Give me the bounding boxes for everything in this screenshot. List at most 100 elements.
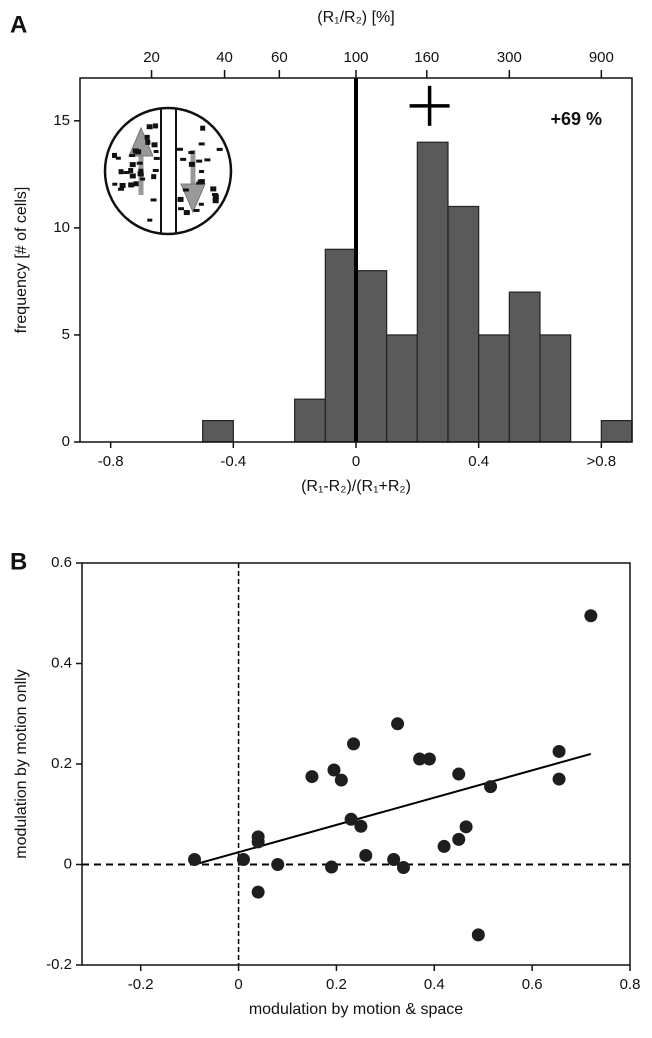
point — [344, 812, 358, 826]
y-tick-label: 0.2 — [51, 755, 72, 772]
inset-dot — [200, 125, 206, 131]
x2-tick-label: 900 — [589, 49, 614, 66]
inset-dot — [204, 158, 211, 162]
point — [484, 780, 498, 794]
bar — [600, 419, 633, 443]
x-tick-label: 0.4 — [424, 976, 445, 993]
inset-dot — [196, 159, 203, 163]
bar — [202, 419, 234, 443]
inset-dot — [147, 218, 153, 222]
x2-axis-title: (R₁/R₂) [%] — [317, 9, 394, 26]
inset-icon — [103, 106, 233, 236]
point — [251, 835, 265, 849]
point — [387, 852, 401, 866]
x-tick-label: 0.6 — [522, 976, 543, 993]
bar — [386, 334, 418, 443]
inset-dot — [212, 198, 219, 204]
point — [552, 744, 566, 758]
point — [437, 839, 451, 853]
panel-label: A — [10, 11, 27, 38]
x2-tick-label: 160 — [414, 49, 439, 66]
point — [452, 832, 466, 846]
point — [452, 767, 466, 781]
inset-dot — [138, 168, 144, 172]
inset-dot — [152, 168, 159, 172]
point — [422, 752, 436, 766]
inset-dot — [216, 147, 223, 151]
inset-dot — [193, 208, 200, 212]
bar — [539, 334, 572, 443]
inset-dot — [212, 192, 219, 196]
inset-dot — [129, 162, 136, 168]
bar — [478, 334, 510, 443]
inset-dot — [129, 154, 136, 158]
inset-dot — [119, 182, 126, 188]
x-tick-label: 0 — [352, 453, 360, 470]
plot-frame — [79, 77, 633, 443]
inset-dot — [128, 182, 135, 188]
inset-dot — [176, 147, 183, 151]
y-tick-label: 5 — [62, 326, 70, 343]
bar — [294, 398, 326, 443]
inset-dot — [180, 157, 187, 161]
inset-dot — [183, 210, 190, 216]
point — [305, 770, 319, 784]
inset-dot — [146, 124, 153, 130]
inset-dot — [199, 169, 205, 173]
inset-dot — [128, 167, 134, 173]
inset-dot — [137, 171, 144, 177]
inset-dot — [178, 207, 185, 211]
point — [347, 737, 361, 751]
point — [413, 752, 427, 766]
y-axis-title: frequency [# of cells] — [13, 187, 30, 334]
fit-line — [194, 752, 592, 866]
inset-dot — [212, 194, 219, 200]
inset-dot — [153, 156, 160, 160]
y-axis-title: modulation by motion onlly — [13, 669, 30, 858]
y-tick-label: 0.6 — [51, 554, 72, 571]
inset-dot — [144, 134, 150, 140]
bar — [416, 141, 449, 443]
inset-dot — [197, 179, 204, 185]
inset-dot — [129, 173, 136, 179]
inset-dot — [123, 171, 130, 175]
x2-tick-label: 60 — [271, 49, 288, 66]
inset-dot — [188, 151, 195, 155]
annotation: +69 % — [550, 109, 602, 129]
point — [271, 858, 285, 871]
inset-dot — [140, 177, 146, 181]
y-tick-label: -0.2 — [46, 956, 72, 973]
point — [552, 772, 566, 786]
point — [327, 763, 341, 777]
point — [391, 717, 405, 731]
inset-dot — [150, 198, 157, 202]
x-axis-title: modulation by motion & space — [249, 1001, 463, 1018]
x-axis-title: (R₁-R₂)/(R₁+R₂) — [301, 478, 411, 495]
inset-dot — [151, 142, 158, 148]
inset-dot — [182, 188, 189, 192]
x2-tick-label: 100 — [343, 49, 368, 66]
point — [584, 609, 598, 623]
x-tick-label: 0.8 — [620, 976, 641, 993]
panel-label: B — [10, 548, 27, 575]
x2-tick-label: 300 — [497, 49, 522, 66]
inset-dot — [133, 181, 139, 187]
inset-dot — [153, 123, 159, 129]
inset-dot — [151, 174, 157, 180]
x-tick-label: 0.2 — [326, 976, 347, 993]
point — [325, 860, 339, 874]
point — [459, 820, 473, 834]
point — [471, 928, 485, 942]
point — [396, 861, 410, 875]
inset-dot — [115, 156, 121, 160]
inset-dot — [117, 187, 124, 191]
bar — [324, 248, 357, 443]
inset-dot — [210, 186, 217, 192]
plot-frame — [81, 562, 631, 966]
x-tick-label: -0.8 — [98, 453, 124, 470]
y-tick-label: 10 — [53, 219, 70, 236]
inset-dot — [112, 182, 118, 186]
point — [251, 885, 265, 899]
